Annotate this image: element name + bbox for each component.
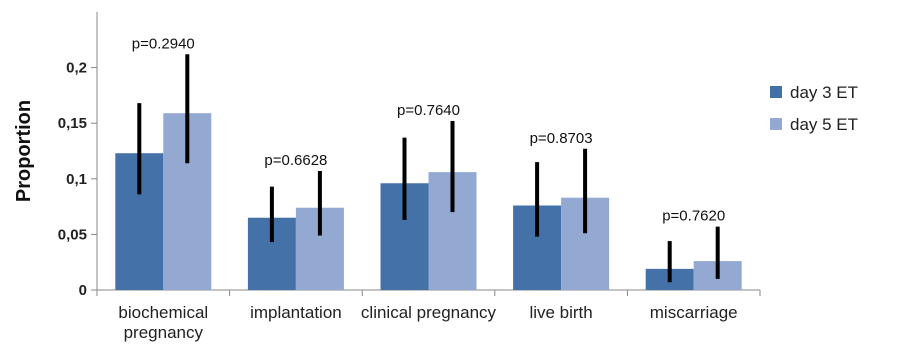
p-value-label: p=0.6628	[264, 152, 327, 169]
y-tick-label: 0,1	[66, 171, 87, 188]
x-category-label: biochemical	[118, 303, 208, 322]
x-category-label: miscarriage	[650, 303, 738, 322]
legend-label: day 3 ET	[790, 83, 858, 102]
y-axis-label: Proportion	[13, 100, 35, 202]
y-tick-label: 0,05	[58, 226, 87, 243]
legend-label: day 5 ET	[790, 115, 858, 134]
x-category-label: implantation	[250, 303, 342, 322]
y-tick-label: 0,2	[66, 60, 87, 77]
legend-swatch	[770, 118, 782, 130]
y-tick-label: 0	[79, 282, 87, 299]
p-value-label: p=0.2940	[132, 35, 195, 52]
error-bars	[137, 54, 720, 283]
p-value-label: p=0.8703	[530, 130, 593, 147]
p-value-label: p=0.7620	[662, 208, 725, 225]
x-category-label: live birth	[529, 303, 592, 322]
x-category-label: clinical pregnancy	[361, 303, 497, 322]
bars	[115, 113, 742, 290]
y-tick-label: 0,15	[58, 115, 87, 132]
x-category-label: pregnancy	[124, 323, 204, 342]
p-value-label: p=0.7640	[397, 102, 460, 119]
legend-swatch	[770, 86, 782, 98]
legend: day 3 ET day 5 ET	[770, 83, 858, 134]
